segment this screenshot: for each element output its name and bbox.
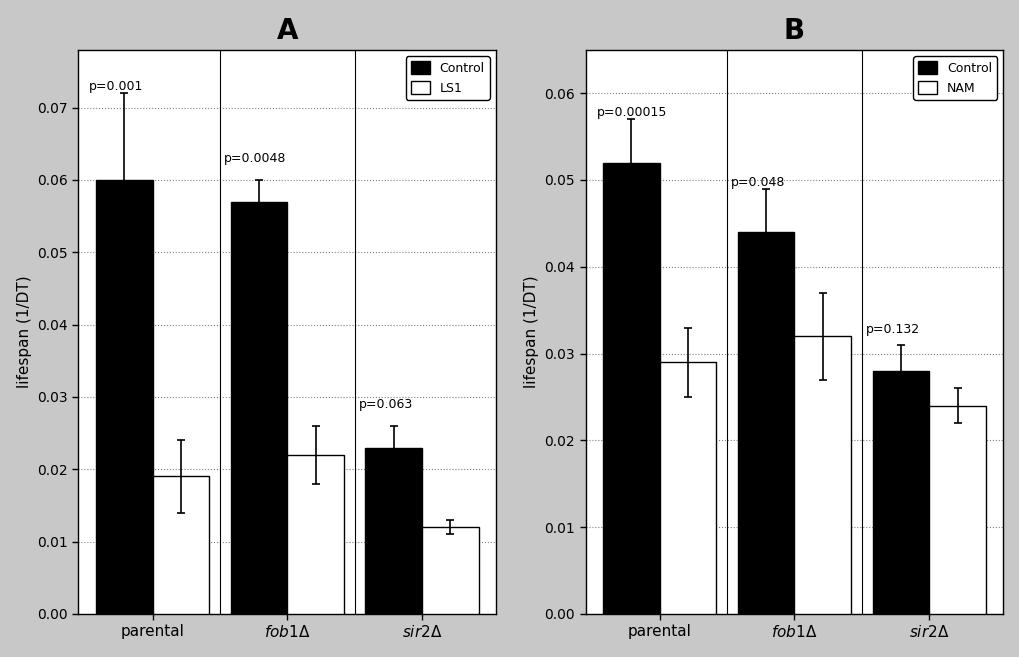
Bar [287,455,343,614]
Bar [737,232,794,614]
Bar [794,336,850,614]
Title: B: B [784,16,804,45]
Bar [602,162,659,614]
Legend: Control, LS1: Control, LS1 [406,56,489,99]
Bar [230,202,287,614]
Text: p=0.063: p=0.063 [359,398,413,411]
Bar [928,405,984,614]
Y-axis label: lifespan (1/DT): lifespan (1/DT) [16,275,32,388]
Bar [659,362,715,614]
Bar [422,527,478,614]
Y-axis label: lifespan (1/DT): lifespan (1/DT) [524,275,538,388]
Legend: Control, NAM: Control, NAM [912,56,997,99]
Bar [872,371,928,614]
Text: p=0.001: p=0.001 [89,80,144,93]
Text: p=0.00015: p=0.00015 [596,106,666,119]
Bar [153,476,209,614]
Text: p=0.0048: p=0.0048 [224,152,286,166]
Bar [96,180,153,614]
Title: A: A [276,16,298,45]
Text: p=0.048: p=0.048 [731,175,785,189]
Text: p=0.132: p=0.132 [865,323,919,336]
Bar [365,447,422,614]
